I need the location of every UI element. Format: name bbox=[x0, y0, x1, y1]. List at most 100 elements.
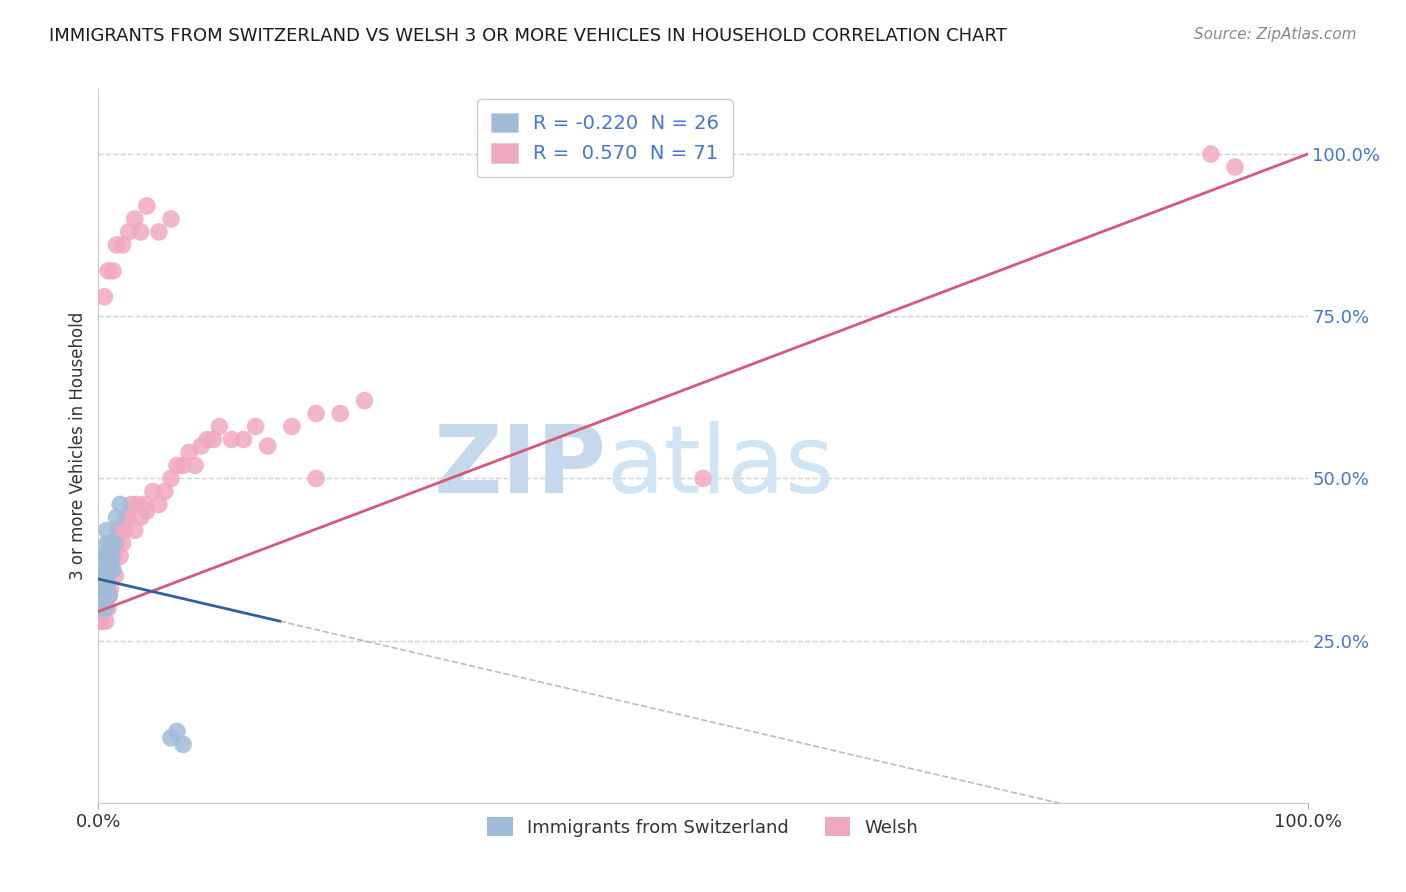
Point bbox=[127, 497, 149, 511]
Point bbox=[90, 601, 112, 615]
Point bbox=[256, 439, 278, 453]
Point bbox=[97, 264, 120, 278]
Text: IMMIGRANTS FROM SWITZERLAND VS WELSH 3 OR MORE VEHICLES IN HOUSEHOLD CORRELATION: IMMIGRANTS FROM SWITZERLAND VS WELSH 3 O… bbox=[49, 27, 1007, 45]
Point bbox=[90, 549, 112, 564]
Point bbox=[135, 199, 157, 213]
Point bbox=[89, 614, 111, 628]
Point bbox=[96, 562, 118, 576]
Point bbox=[111, 536, 134, 550]
Point bbox=[90, 568, 112, 582]
Point bbox=[93, 290, 115, 304]
Text: atlas: atlas bbox=[606, 421, 835, 514]
Y-axis label: 3 or more Vehicles in Household: 3 or more Vehicles in Household bbox=[69, 312, 87, 580]
Point bbox=[184, 458, 207, 473]
Point bbox=[134, 497, 156, 511]
Point bbox=[94, 601, 117, 615]
Point bbox=[96, 549, 118, 564]
Point bbox=[100, 549, 122, 564]
Point bbox=[305, 407, 328, 421]
Point bbox=[208, 419, 231, 434]
Point bbox=[148, 225, 170, 239]
Point bbox=[97, 601, 120, 615]
Point bbox=[100, 582, 122, 596]
Point bbox=[93, 588, 115, 602]
Point bbox=[353, 393, 375, 408]
Point bbox=[96, 524, 118, 538]
Point bbox=[105, 238, 128, 252]
Point bbox=[202, 433, 225, 447]
Point bbox=[118, 225, 141, 239]
Point bbox=[100, 536, 122, 550]
Point bbox=[245, 419, 267, 434]
Point bbox=[108, 549, 131, 564]
Legend: Immigrants from Switzerland, Welsh: Immigrants from Switzerland, Welsh bbox=[481, 810, 925, 844]
Point bbox=[93, 549, 115, 564]
Point bbox=[107, 524, 129, 538]
Point bbox=[232, 433, 254, 447]
Point bbox=[98, 588, 121, 602]
Point bbox=[105, 510, 128, 524]
Point bbox=[172, 738, 194, 752]
Text: ZIP: ZIP bbox=[433, 421, 606, 514]
Point bbox=[114, 524, 136, 538]
Point bbox=[96, 536, 118, 550]
Point bbox=[129, 510, 152, 524]
Point bbox=[91, 568, 114, 582]
Point bbox=[101, 562, 124, 576]
Point bbox=[93, 562, 115, 576]
Point bbox=[120, 497, 142, 511]
Point bbox=[90, 588, 112, 602]
Point bbox=[91, 582, 114, 596]
Point bbox=[329, 407, 352, 421]
Point bbox=[100, 562, 122, 576]
Point bbox=[101, 264, 124, 278]
Point bbox=[98, 562, 121, 576]
Point bbox=[91, 614, 114, 628]
Point bbox=[110, 524, 132, 538]
Point bbox=[97, 575, 120, 590]
Point bbox=[172, 458, 194, 473]
Point bbox=[93, 588, 115, 602]
Point bbox=[124, 211, 146, 226]
Point bbox=[91, 601, 114, 615]
Point bbox=[100, 562, 122, 576]
Point bbox=[118, 510, 141, 524]
Point bbox=[103, 549, 125, 564]
Point bbox=[111, 238, 134, 252]
Point bbox=[105, 536, 128, 550]
Point bbox=[195, 433, 218, 447]
Point bbox=[104, 568, 127, 582]
Point bbox=[190, 439, 212, 453]
Point bbox=[166, 458, 188, 473]
Point bbox=[305, 471, 328, 485]
Point bbox=[115, 510, 138, 524]
Point bbox=[221, 433, 243, 447]
Point bbox=[96, 575, 118, 590]
Point bbox=[153, 484, 176, 499]
Text: Source: ZipAtlas.com: Source: ZipAtlas.com bbox=[1194, 27, 1357, 42]
Point bbox=[98, 588, 121, 602]
Point bbox=[160, 731, 183, 745]
Point bbox=[101, 536, 124, 550]
Point bbox=[692, 471, 714, 485]
Point bbox=[142, 484, 165, 499]
Point bbox=[103, 536, 125, 550]
Point bbox=[135, 504, 157, 518]
Point bbox=[166, 724, 188, 739]
Point bbox=[1223, 160, 1246, 174]
Point bbox=[129, 225, 152, 239]
Point bbox=[97, 549, 120, 564]
Point bbox=[179, 445, 201, 459]
Point bbox=[148, 497, 170, 511]
Point bbox=[97, 568, 120, 582]
Point bbox=[91, 601, 114, 615]
Point bbox=[100, 549, 122, 564]
Point bbox=[108, 497, 131, 511]
Point bbox=[124, 524, 146, 538]
Point bbox=[1199, 147, 1222, 161]
Point bbox=[160, 211, 183, 226]
Point bbox=[91, 582, 114, 596]
Point bbox=[91, 568, 114, 582]
Point bbox=[94, 575, 117, 590]
Point bbox=[89, 588, 111, 602]
